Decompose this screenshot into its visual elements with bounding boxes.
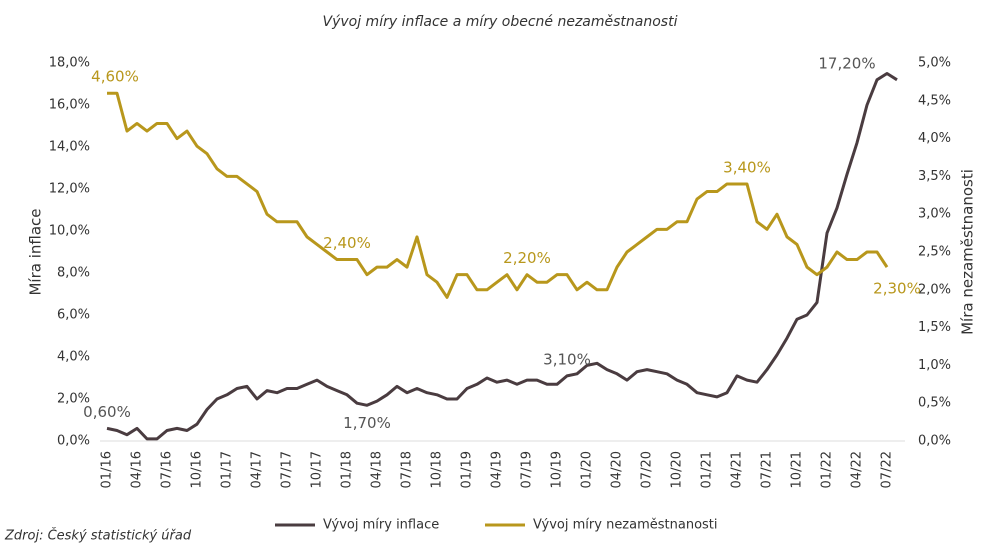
value-label: 1,70% <box>343 414 391 432</box>
y2-tick-label: 5,0% <box>918 56 951 71</box>
x-tick-label: 04/22 <box>850 451 865 488</box>
x-tick-label: 07/22 <box>880 451 895 488</box>
y-tick-label: 8,0% <box>57 266 90 281</box>
y-tick-label: 16,0% <box>49 98 90 113</box>
x-tick-label: 01/17 <box>220 451 235 488</box>
x-tick-label: 07/19 <box>520 451 535 488</box>
x-tick-label: 10/16 <box>190 451 205 488</box>
x-tick-label: 07/18 <box>400 451 415 488</box>
x-tick-label: 04/19 <box>490 451 505 488</box>
value-label: 3,40% <box>723 158 771 176</box>
value-label: 3,10% <box>543 350 591 368</box>
y2-tick-label: 2,0% <box>918 282 951 297</box>
x-tick-label: 04/17 <box>250 451 265 488</box>
y-tick-label: 12,0% <box>49 182 90 197</box>
series-line <box>107 91 889 299</box>
value-label: 2,40% <box>323 234 371 252</box>
y2-tick-label: 3,0% <box>918 207 951 222</box>
value-label: 17,20% <box>818 54 875 72</box>
y-tick-label: 2,0% <box>57 392 90 407</box>
x-tick-label: 01/16 <box>100 451 115 488</box>
x-tick-label: 04/16 <box>130 451 145 488</box>
y2-tick-label: 0,5% <box>918 396 951 411</box>
y-tick-label: 4,0% <box>57 350 90 365</box>
y2-tick-label: 0,0% <box>918 434 951 449</box>
value-label: 4,60% <box>91 68 139 86</box>
value-label: 2,30% <box>873 280 921 298</box>
x-tick-label: 04/21 <box>730 451 745 488</box>
x-tick-label: 01/22 <box>820 451 835 488</box>
x-tick-label: 07/16 <box>160 451 175 488</box>
x-tick-label: 10/20 <box>670 451 685 488</box>
x-tick-label: 10/18 <box>430 451 445 488</box>
y2-tick-label: 1,5% <box>918 320 951 335</box>
y-tick-label: 10,0% <box>49 224 90 239</box>
y-axis-title: Míra inflace <box>27 208 45 295</box>
y2-tick-label: 1,0% <box>918 358 951 373</box>
legend-label: Vývoj míry nezaměstnanosti <box>533 518 718 533</box>
y2-tick-label: 2,5% <box>918 245 951 260</box>
y-tick-label: 6,0% <box>57 308 90 323</box>
y2-tick-label: 3,5% <box>918 169 951 184</box>
x-tick-label: 01/21 <box>700 451 715 488</box>
legend-label: Vývoj míry inflace <box>323 518 439 533</box>
value-label: 0,60% <box>83 403 131 421</box>
x-tick-label: 07/20 <box>640 451 655 488</box>
chart-title: Vývoj míry inflace a míry obecné nezaměs… <box>323 14 678 30</box>
y-tick-label: 14,0% <box>49 140 90 155</box>
x-tick-label: 04/18 <box>370 451 385 488</box>
y2-tick-label: 4,0% <box>918 131 951 146</box>
x-tick-label: 04/20 <box>610 451 625 488</box>
x-tick-label: 01/19 <box>460 451 475 488</box>
x-tick-label: 07/17 <box>280 451 295 488</box>
series-line <box>106 72 898 441</box>
y2-tick-label: 4,5% <box>918 93 951 108</box>
y2-axis-title: Míra nezaměstnanosti <box>959 169 977 335</box>
y-tick-label: 0,0% <box>57 434 90 449</box>
x-tick-label: 10/21 <box>790 451 805 488</box>
x-tick-label: 10/17 <box>310 451 325 488</box>
x-tick-label: 01/20 <box>580 451 595 488</box>
x-tick-label: 10/19 <box>550 451 565 488</box>
y-tick-label: 18,0% <box>49 56 90 71</box>
x-tick-label: 07/21 <box>760 451 775 488</box>
source-note: Zdroj: Český statistický úřad <box>4 528 192 544</box>
value-label: 2,20% <box>503 249 551 267</box>
x-tick-label: 01/18 <box>340 451 355 488</box>
